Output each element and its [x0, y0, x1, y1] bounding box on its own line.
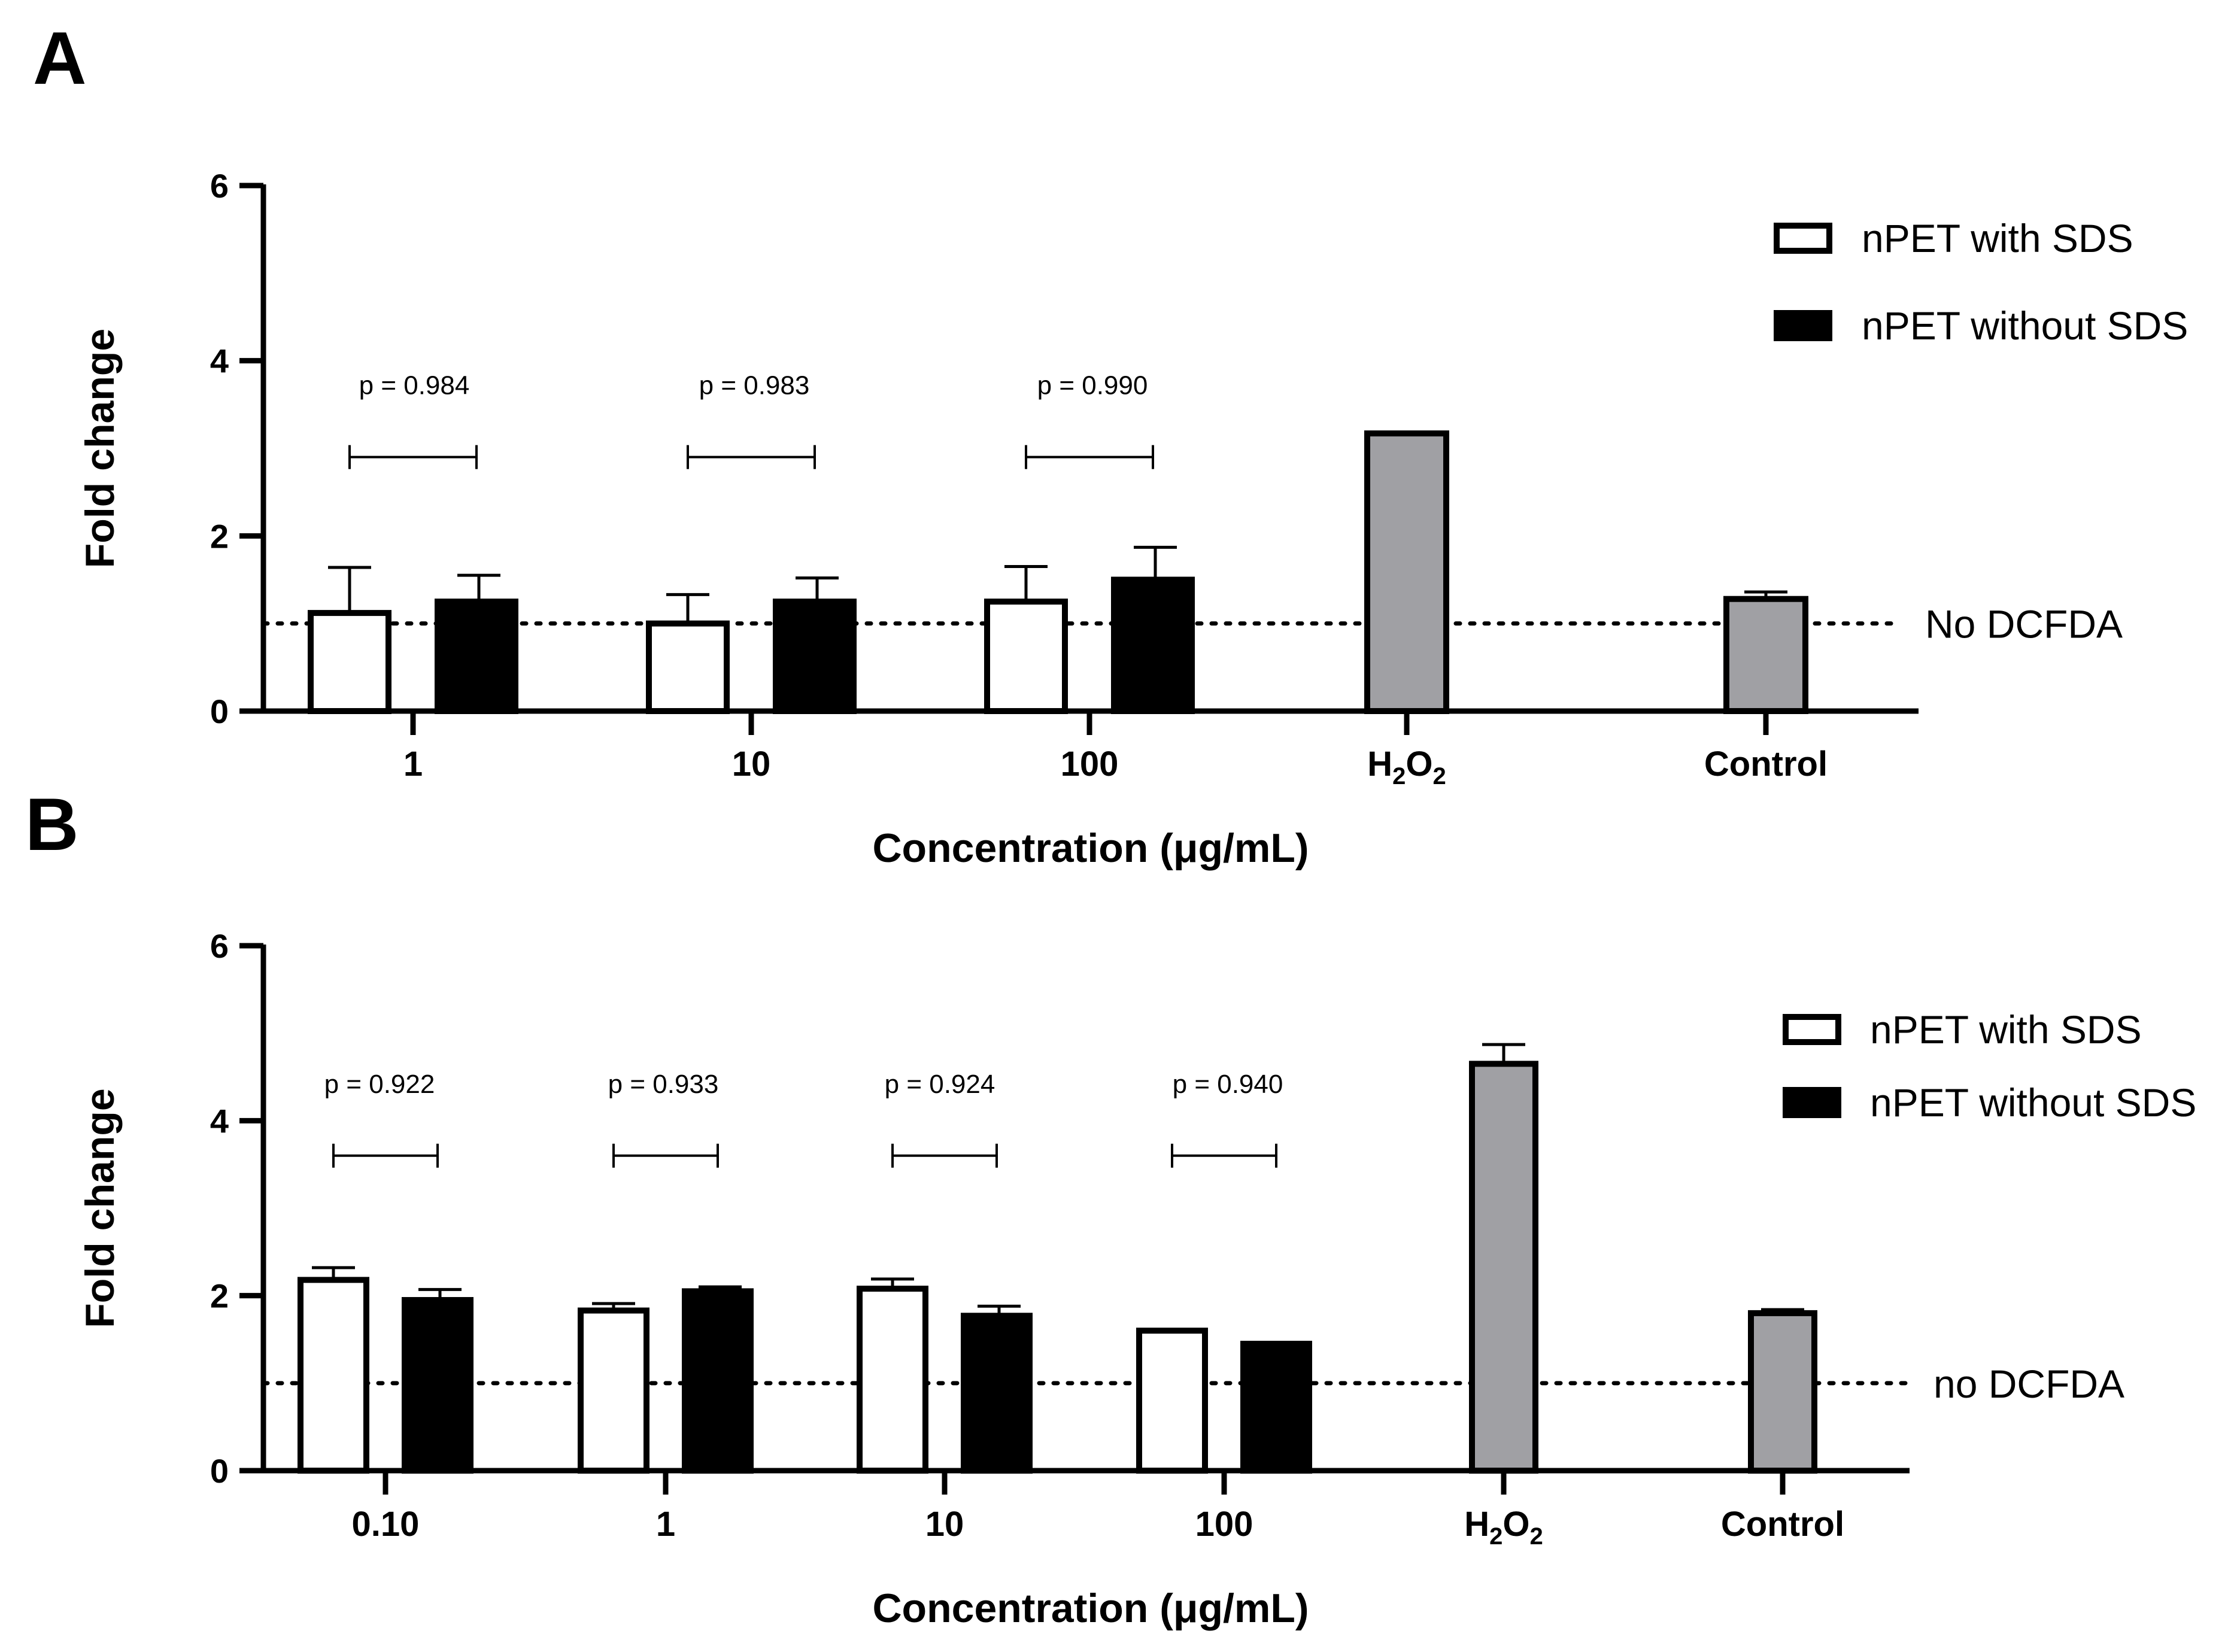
- legend-label: nPET without SDS: [1870, 1080, 2196, 1125]
- p-value-label: p = 0.922: [324, 1070, 435, 1099]
- bar-with-sds: [857, 1285, 928, 1474]
- bar-without-sds: [435, 599, 518, 714]
- bar-reference: [1469, 1061, 1538, 1474]
- bar-reference: [1723, 596, 1808, 715]
- bar-with-sds: [984, 599, 1068, 714]
- p-value-label: p = 0.940: [1173, 1070, 1283, 1099]
- x-tick-label: 10: [925, 1505, 964, 1544]
- y-axis-title: Fold change: [77, 329, 123, 568]
- legend-swatch: [1774, 310, 1832, 341]
- panel-label: B: [25, 784, 79, 866]
- legend-swatch: [1783, 1014, 1841, 1045]
- bar-with-sds: [578, 1307, 649, 1474]
- bar-without-sds: [402, 1296, 473, 1474]
- bar-with-sds: [298, 1277, 369, 1474]
- legend-label: nPET with SDS: [1870, 1007, 2142, 1052]
- p-value-label: p = 0.990: [1037, 371, 1148, 400]
- x-tick-label: 10: [732, 745, 771, 784]
- y-tick-label: 4: [210, 1102, 229, 1140]
- x-tick-label: Control: [1704, 745, 1828, 784]
- x-tick-label: 1: [656, 1505, 675, 1544]
- bar-with-sds: [1136, 1328, 1208, 1474]
- x-tick-label: 100: [1195, 1505, 1253, 1544]
- legend-label: nPET with SDS: [1862, 216, 2133, 260]
- x-axis-title: Concentration (μg/mL): [872, 825, 1309, 871]
- bar-without-sds: [773, 599, 857, 714]
- legend-label: nPET without SDS: [1862, 303, 2188, 348]
- y-tick-label: 6: [210, 167, 229, 205]
- y-tick-label: 0: [210, 693, 229, 730]
- bar-with-sds: [646, 620, 730, 714]
- p-value-label: p = 0.933: [608, 1070, 719, 1099]
- chart-panel-a: A 0 2 4 6 No DCFDA 1 10 100 H2O2 Control p = 0.984 p…: [33, 17, 2188, 871]
- x-tick-label: 1: [403, 745, 423, 784]
- y-tick-label: 6: [210, 927, 229, 965]
- y-tick-label: 2: [210, 1277, 229, 1315]
- bar-without-sds: [1111, 576, 1195, 714]
- legend-swatch: [1774, 223, 1832, 254]
- p-value-label: p = 0.984: [359, 371, 470, 400]
- reference-line-label: no DCFDA: [1933, 1362, 2124, 1406]
- x-tick-label: Control: [1721, 1505, 1844, 1544]
- bar-with-sds: [308, 610, 391, 715]
- x-axis-title: Concentration (μg/mL): [872, 1586, 1309, 1631]
- y-axis-title: Fold change: [77, 1088, 123, 1328]
- x-tick-label: H2O2: [1464, 1505, 1543, 1550]
- y-tick-label: 2: [210, 517, 229, 555]
- x-tick-label: 100: [1061, 745, 1119, 784]
- bar-reference: [1364, 430, 1449, 715]
- reference-line-label: No DCFDA: [1925, 602, 2123, 646]
- p-value-label: p = 0.924: [885, 1070, 995, 1099]
- bar-without-sds: [1240, 1341, 1312, 1474]
- panel-label: A: [33, 17, 87, 100]
- bar-without-sds: [961, 1313, 1033, 1474]
- chart-panel-b: B 0 2 4 6 no DCFDA 0.10 1 10 100 H2O2 Control p = 0.…: [25, 784, 2196, 1631]
- legend-swatch: [1783, 1087, 1841, 1118]
- x-tick-label: 0.10: [352, 1505, 420, 1544]
- bar-reference: [1748, 1310, 1817, 1474]
- bar-without-sds: [682, 1288, 754, 1474]
- p-value-label: p = 0.983: [699, 371, 810, 400]
- y-tick-label: 4: [210, 342, 229, 380]
- x-tick-label: H2O2: [1367, 745, 1446, 789]
- y-tick-label: 0: [210, 1452, 229, 1490]
